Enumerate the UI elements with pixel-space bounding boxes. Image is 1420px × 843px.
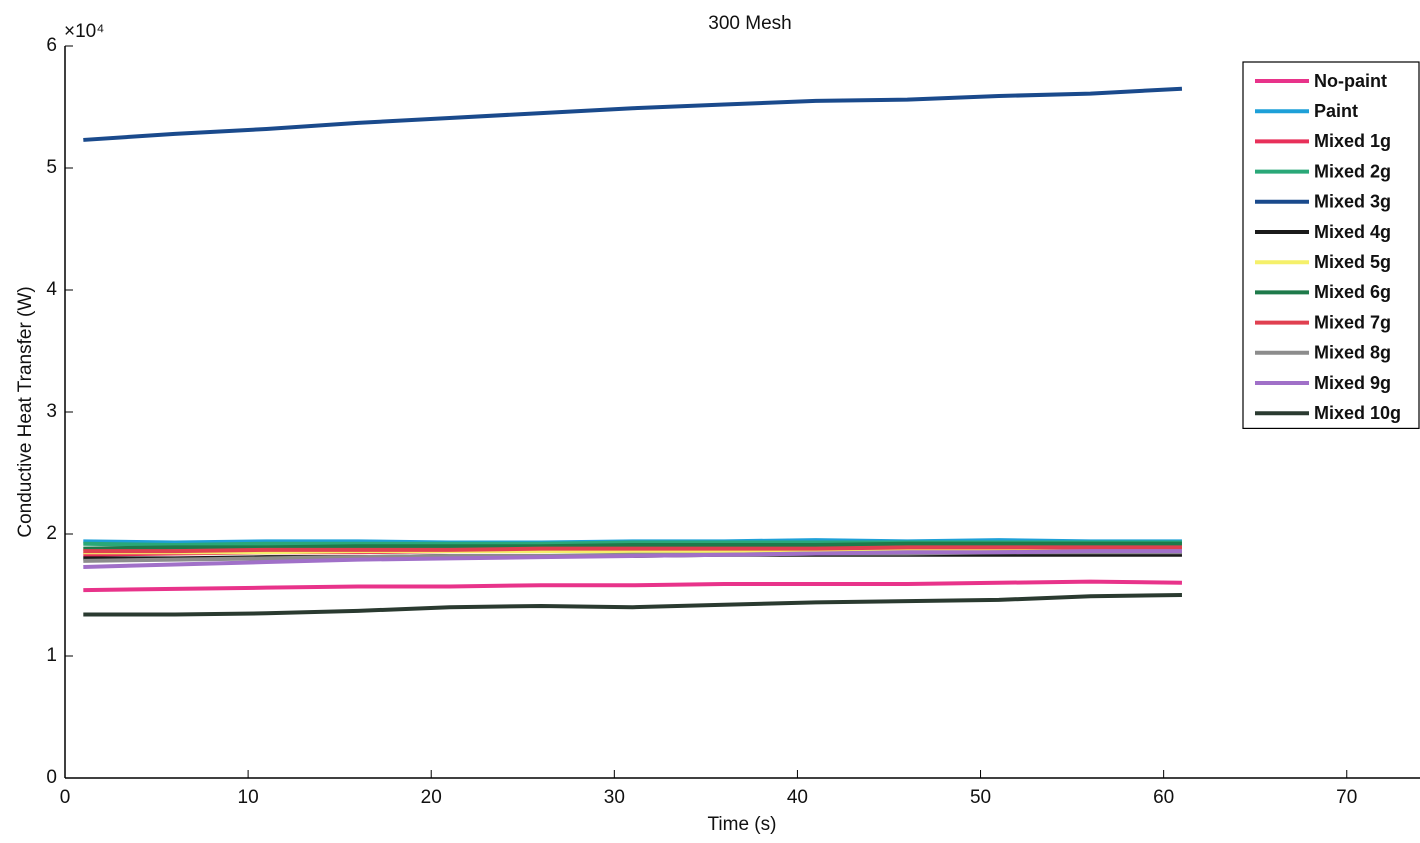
legend-label: Paint: [1314, 101, 1358, 121]
chart-title: 300 Mesh: [708, 13, 791, 34]
y-multiplier: ×10⁴: [64, 21, 104, 42]
legend-label: Mixed 5g: [1314, 252, 1391, 272]
legend-label: Mixed 10g: [1314, 403, 1401, 423]
x-tick-label: 30: [604, 787, 625, 808]
series-line: [83, 579, 1182, 593]
x-tick-label: 40: [787, 787, 808, 808]
x-tick-label: 60: [1153, 787, 1174, 808]
y-tick-label: 3: [46, 401, 57, 422]
x-tick-label: 10: [238, 787, 259, 808]
series-line: [83, 86, 1183, 142]
y-tick-label: 1: [46, 645, 57, 666]
legend-label: Mixed 9g: [1314, 373, 1391, 393]
legend-label: No-paint: [1314, 71, 1387, 91]
x-tick-label: 20: [421, 787, 442, 808]
x-tick-label: 0: [60, 787, 71, 808]
legend-label: Mixed 3g: [1314, 192, 1391, 212]
y-tick-label: 4: [46, 279, 57, 300]
y-tick-label: 5: [46, 157, 57, 178]
series-line: [83, 547, 1182, 555]
legend-label: Mixed 6g: [1314, 282, 1391, 302]
legend-label: Mixed 1g: [1314, 131, 1391, 151]
legend-label: Mixed 2g: [1314, 161, 1391, 181]
x-tick-label: 70: [1336, 787, 1357, 808]
legend-label: Mixed 4g: [1314, 222, 1391, 242]
x-tick-label: 50: [970, 787, 991, 808]
series-line: [83, 549, 1182, 569]
y-axis-label: Conductive Heat Transfer (W): [15, 286, 36, 537]
y-tick-label: 2: [46, 523, 57, 544]
legend-box: [1242, 61, 1420, 429]
x-axis-label: Time (s): [708, 814, 777, 835]
legend-label: Mixed 7g: [1314, 312, 1391, 332]
series-line: [83, 541, 1182, 551]
y-tick-label: 0: [46, 767, 57, 788]
legend: No-paint Paint Mixed 1g Mixed 2g Mixed 3g Mix…: [1242, 61, 1420, 429]
series-line: [83, 593, 1182, 617]
y-tick-label: 6: [46, 35, 57, 56]
legend-label: Mixed 8g: [1314, 343, 1391, 363]
series-line: [83, 545, 1182, 554]
